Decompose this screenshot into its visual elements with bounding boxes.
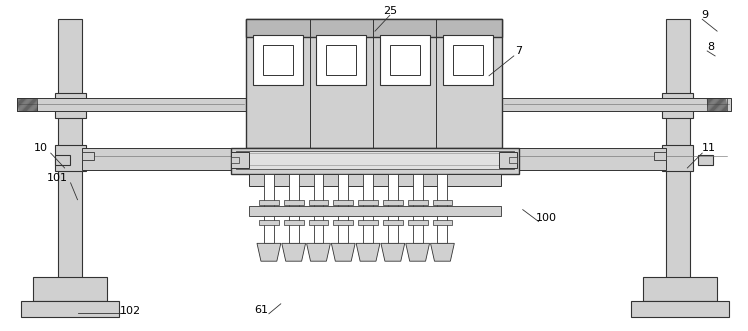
Text: 100: 100 [536,213,557,222]
Bar [631,301,729,317]
Bar [499,152,517,168]
Bar [358,219,378,224]
Text: 25: 25 [383,6,397,16]
Bar [432,200,453,205]
Bar [363,174,373,243]
Bar [55,145,87,171]
Text: 102: 102 [120,306,141,316]
Bar [338,174,349,243]
Polygon shape [282,243,306,261]
Polygon shape [257,243,280,261]
Bar [249,206,501,215]
Bar [383,200,402,205]
Bar [263,45,292,75]
Polygon shape [356,243,380,261]
Bar [453,45,483,75]
Polygon shape [381,243,405,261]
Bar [698,155,713,165]
Bar [309,200,328,205]
Bar [334,219,353,224]
Bar [246,19,502,37]
Bar [231,148,519,174]
Bar [502,148,666,170]
Bar [259,200,279,205]
Bar [326,45,356,75]
Bar [33,277,107,301]
Text: 10: 10 [34,143,48,153]
Bar [309,219,328,224]
Text: 8: 8 [708,42,714,52]
Polygon shape [331,243,355,261]
Bar [236,151,514,169]
Bar [17,98,246,112]
Bar [17,98,37,112]
Bar [698,101,713,111]
Polygon shape [405,243,429,261]
Bar [55,93,87,118]
Bar [264,174,274,243]
Bar [408,219,428,224]
Bar [432,219,453,224]
Bar [82,148,246,170]
Bar [380,35,429,85]
Bar [388,174,398,243]
Bar [390,45,420,75]
Text: 101: 101 [47,173,68,183]
Bar [55,101,70,111]
Text: 7: 7 [515,46,522,56]
Bar [707,98,727,112]
Bar [246,19,502,148]
Bar [502,98,731,112]
Bar [82,152,94,160]
Bar [21,301,119,317]
Bar [231,152,249,168]
Bar [408,200,428,205]
Bar [661,93,693,118]
Bar [383,219,402,224]
Bar [316,35,366,85]
Bar [413,174,423,243]
Bar [313,174,323,243]
Polygon shape [307,243,331,261]
Bar [661,145,693,171]
Bar [438,174,447,243]
Bar [55,155,70,165]
Bar [643,277,717,301]
Bar [509,157,517,163]
Bar [283,200,304,205]
Bar [666,19,690,289]
Polygon shape [431,243,454,261]
Bar [358,200,378,205]
Bar [259,219,279,224]
Bar [334,200,353,205]
Bar [444,35,493,85]
Bar [654,152,666,160]
Text: 11: 11 [702,143,716,153]
Bar [58,19,82,289]
Bar [253,35,303,85]
Text: 9: 9 [702,10,709,20]
Bar [283,219,304,224]
Bar [231,157,239,163]
Bar [249,174,501,186]
Bar [289,174,298,243]
Text: 61: 61 [254,305,268,315]
